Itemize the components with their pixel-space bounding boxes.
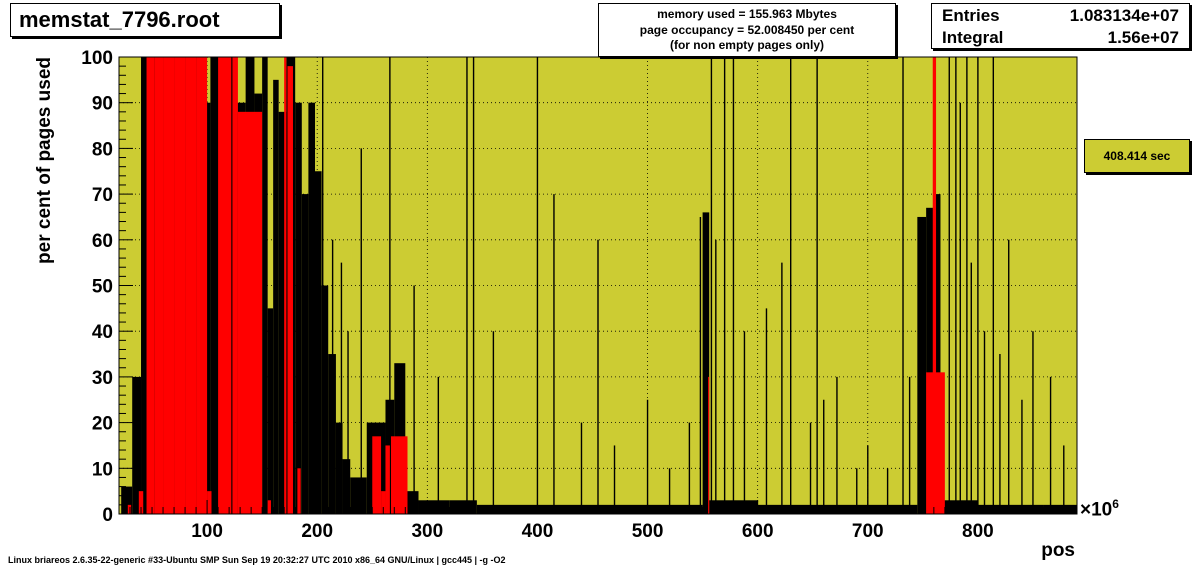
memory-info-box: memory used = 155.963 Mbytes page occupa…: [598, 3, 896, 57]
occupancy-bar: [476, 504, 538, 514]
title-box: memstat_7796.root: [10, 3, 280, 37]
highlight-bar: [284, 57, 287, 514]
highlight-bar: [390, 436, 408, 514]
occupancy-bar: [210, 57, 222, 514]
integral-label: Integral: [942, 28, 1004, 47]
occupancy-bar: [418, 500, 450, 514]
highlight-bar: [297, 468, 301, 514]
tick-labels: 100 200 300 400 500 600 700 800 0 10 20 30 40 50 60 70 8…: [81, 48, 993, 542]
highlight-bar: [232, 57, 238, 514]
entries-label: Entries: [942, 6, 1000, 25]
y-tick-label: 70: [92, 185, 113, 206]
highlight-bar: [154, 57, 164, 514]
entries-row: Entries 1.083134e+07: [942, 6, 1179, 26]
y-tick-label: 80: [92, 139, 113, 160]
occupancy-bar: [933, 194, 941, 514]
highlight-bar: [185, 57, 197, 514]
entries-value: 1.083134e+07: [1069, 6, 1179, 25]
stats-box: Entries 1.083134e+07 Integral 1.56e+07: [931, 3, 1190, 49]
highlight-bar: [127, 504, 132, 514]
x-tick-label: 300: [411, 521, 443, 542]
file-title: memstat_7796.root: [19, 7, 220, 32]
system-info-footer: Linux briareos 2.6.35-22-generic #33-Ubu…: [8, 555, 506, 565]
highlight-bar: [381, 491, 386, 514]
occupancy-bar: [321, 285, 329, 514]
y-tick-label: 40: [92, 322, 113, 343]
highlight-bar: [196, 57, 208, 514]
highlight-bar: [287, 66, 293, 514]
highlight-bar: [146, 57, 155, 514]
occupancy-bar: [537, 504, 593, 514]
x-axis-exponent: ×106: [1080, 497, 1119, 521]
elapsed-time-box: 408.414 sec: [1084, 139, 1190, 173]
occupancy-bar: [647, 504, 703, 514]
occupancy-bar: [702, 212, 710, 514]
integral-value: 1.56e+07: [1107, 28, 1179, 47]
highlight-bar: [174, 57, 186, 514]
highlight-bar: [138, 491, 144, 514]
x-tick-label: 100: [191, 521, 223, 542]
highlight-bar: [267, 500, 271, 514]
highlight-bar: [385, 445, 390, 514]
occupancy-bar: [132, 376, 142, 514]
y-tick-label: 0: [102, 505, 113, 526]
occupancy-bar: [121, 486, 133, 514]
y-tick-label: 10: [92, 459, 113, 480]
occupancy-bar: [342, 459, 351, 514]
occupancy-bar: [295, 102, 302, 514]
occupancy-bar: [1043, 504, 1077, 514]
page-occupancy-line: page occupancy = 52.008450 per cent: [639, 22, 855, 37]
highlight-bar: [708, 376, 710, 514]
occupancy-bar: [592, 504, 648, 514]
highlight-bar: [163, 57, 175, 514]
x-exponent-power: 6: [1112, 497, 1119, 511]
y-tick-label: 100: [81, 48, 113, 69]
memory-used-line: memory used = 155.963 Mbytes: [657, 7, 837, 21]
occupancy-bar: [203, 102, 211, 514]
x-tick-label: 800: [962, 521, 994, 542]
occupancy-bar: [335, 422, 343, 514]
integral-row: Integral 1.56e+07: [942, 28, 1179, 48]
highlight-bar: [218, 57, 232, 514]
occupancy-bar: [926, 207, 934, 514]
occupancy-bar: [315, 171, 322, 514]
occupancy-bar: [940, 500, 978, 514]
y-tick-label: 20: [92, 414, 113, 435]
non-empty-note-line: (for non empty pages only): [669, 38, 824, 52]
highlight-series: [127, 57, 945, 514]
y-axis-label: per cent of pages used: [34, 57, 55, 264]
x-tick-label: 600: [742, 521, 774, 542]
y-tick-label: 50: [92, 277, 113, 298]
highlight-bar: [932, 57, 937, 514]
occupancy-bar: [917, 216, 927, 514]
axis-ticks: [118, 56, 1078, 515]
highlight-bar: [237, 111, 263, 514]
highlight-bar: [372, 436, 382, 514]
x-tick-label: 200: [301, 521, 333, 542]
x-axis-label: pos: [1041, 540, 1075, 561]
x-exponent-base: ×10: [1080, 499, 1113, 521]
occupancy-bar: [267, 308, 274, 514]
y-tick-label: 90: [92, 94, 113, 115]
x-tick-label: 700: [852, 521, 884, 542]
x-tick-label: 500: [632, 521, 664, 542]
occupancy-bar: [278, 111, 287, 514]
y-tick-label: 60: [92, 231, 113, 252]
occupancy-bar: [867, 504, 918, 514]
occupancy-bar: [141, 57, 149, 514]
occupancy-bar: [449, 500, 477, 514]
elapsed-time: 408.414 sec: [1103, 149, 1171, 163]
occupancy-bar: [405, 491, 419, 514]
x-tick-label: 400: [522, 521, 554, 542]
occupancy-bar: [273, 79, 279, 514]
occupancy-bar: [262, 57, 268, 514]
occupancy-bar: [301, 194, 309, 514]
occupancy-bar: [308, 102, 316, 514]
y-tick-label: 30: [92, 368, 113, 389]
highlight-bar: [207, 491, 212, 514]
occupancy-bar: [350, 477, 367, 514]
